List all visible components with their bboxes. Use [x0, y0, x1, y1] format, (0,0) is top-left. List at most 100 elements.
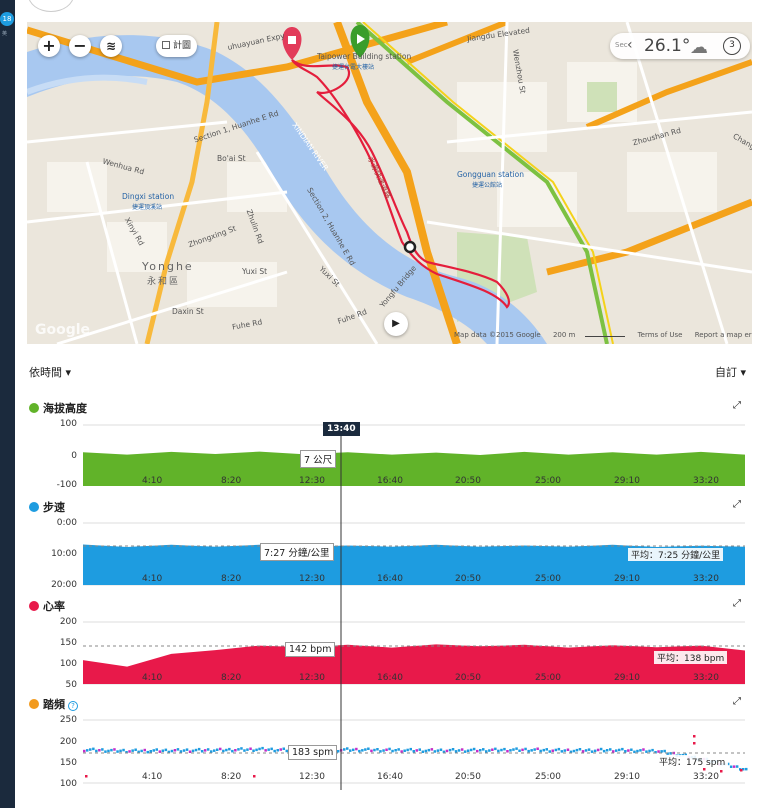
layers-icon[interactable]: ≋	[100, 35, 122, 57]
cadence-point	[152, 749, 155, 752]
cadence-point	[509, 749, 512, 752]
map-label-gongguan: Gongguan station	[457, 170, 524, 179]
cadence-point	[349, 749, 352, 752]
cadence-point	[240, 747, 243, 750]
help-icon[interactable]: ?	[68, 701, 78, 711]
cadence-point	[439, 748, 443, 751]
avatar[interactable]	[28, 0, 74, 12]
cadence-point	[101, 748, 104, 751]
cadence-point	[173, 749, 177, 752]
terrain-label: 計圖	[173, 41, 192, 51]
cadence-tooltip: 183 spm	[288, 745, 338, 760]
cadence-point	[89, 748, 92, 751]
cadence-point	[469, 748, 473, 752]
cadence-point	[352, 748, 355, 752]
weather-widget[interactable]: Sec ‹ 26.1° ☁ 3	[610, 33, 750, 59]
route-map[interactable]: Google uhuayuan Expy Taipower Building s…	[27, 22, 752, 344]
terms-link[interactable]: Terms of Use	[637, 331, 683, 339]
cadence-point	[518, 749, 521, 752]
map-label-yuxi: Yuxi St	[242, 267, 268, 276]
cadence-point	[273, 749, 276, 753]
zoom-in-button[interactable]: +	[38, 35, 60, 57]
map-label-taipower: Taipower Building station	[317, 52, 412, 61]
cadence-point	[276, 749, 279, 752]
cadence-point	[581, 750, 585, 753]
pace-dot-icon	[29, 502, 39, 512]
pace-tooltip: 7:27 分鐘/公里	[260, 543, 334, 561]
heart-ytick: 150	[59, 638, 77, 648]
x-tick-label: 33:20	[693, 772, 719, 782]
cadence-point	[361, 749, 364, 752]
cadence-point	[512, 748, 515, 751]
cadence-point	[149, 750, 152, 753]
terrain-toggle[interactable]: 計圖	[156, 35, 198, 57]
cadence-point	[605, 749, 609, 752]
cadence-point	[385, 748, 388, 751]
elev-ytick: 0	[71, 451, 77, 461]
expand-icon[interactable]: ⤢	[733, 598, 741, 609]
cadence-point	[563, 749, 567, 752]
cadence-title: 踏頻	[43, 698, 65, 711]
map-label-yonghe: Yonghe	[142, 260, 194, 273]
chevron-left-icon[interactable]: ‹	[627, 37, 633, 53]
cadence-point	[618, 748, 621, 752]
terrain-checkbox[interactable]	[162, 41, 170, 49]
cadence-point	[466, 749, 470, 752]
cadence-point	[388, 747, 391, 751]
cadence-point	[569, 750, 573, 754]
report-error-link[interactable]: Report a map error	[694, 331, 752, 339]
x-tick-label: 33:20	[693, 476, 719, 486]
map-label-gongguan-zh: 捷運公館站	[472, 182, 503, 189]
cadence-point	[203, 749, 207, 752]
cadence-point	[358, 749, 361, 753]
cadence-point	[584, 749, 588, 752]
cadence-point	[219, 747, 222, 751]
cadence-point	[735, 765, 739, 768]
x-tick-label: 8:20	[221, 673, 242, 683]
elevation-header: 海拔高度	[29, 400, 87, 416]
expand-icon[interactable]: ⤢	[733, 400, 741, 411]
cadence-point	[179, 750, 183, 753]
cadence-point	[427, 748, 431, 752]
cadence-point	[448, 748, 452, 752]
custom-dropdown[interactable]: 自訂 ▾	[715, 366, 747, 379]
cadence-point	[482, 748, 485, 751]
heart-title: 心率	[43, 600, 65, 613]
cadence-point	[261, 746, 264, 750]
expand-icon[interactable]: ⤢	[733, 499, 741, 510]
cadence-point	[182, 749, 186, 752]
time-dropdown[interactable]: 依時間 ▾	[29, 366, 72, 379]
cadence-point	[206, 748, 210, 751]
cadence-point	[703, 768, 706, 771]
cadence-point	[648, 749, 651, 753]
x-tick-label: 33:20	[693, 574, 719, 584]
cadence-point	[657, 750, 660, 753]
cadence-point	[213, 749, 216, 752]
cadence-point	[122, 748, 125, 752]
cadence-point	[442, 750, 446, 754]
cadence-point	[633, 750, 636, 754]
notification-badge[interactable]: 18	[0, 12, 14, 26]
cadence-point	[557, 747, 561, 751]
cadence-point	[231, 749, 234, 753]
cadence-point	[720, 770, 723, 773]
cadence-point	[533, 748, 536, 751]
map-data-credit: Map data ©2015 Google	[454, 331, 541, 339]
cadence-point	[107, 749, 110, 753]
cadence-point	[660, 750, 663, 753]
cadence-point	[554, 748, 558, 752]
cadence-point	[645, 750, 648, 753]
play-icon[interactable]: ▶	[384, 312, 408, 336]
cadence-point	[146, 750, 149, 754]
language-label[interactable]: 英	[2, 31, 8, 37]
cadence-point	[85, 775, 88, 778]
cadence-point	[524, 747, 527, 751]
cadence-point	[197, 747, 201, 751]
cadence-point	[95, 749, 98, 753]
expand-icon[interactable]: ⤢	[733, 696, 741, 707]
cadence-point	[506, 750, 509, 753]
zoom-out-button[interactable]: −	[69, 35, 91, 57]
map-scale: 200 m	[552, 331, 576, 339]
cadence-point	[621, 747, 624, 751]
heart-ytick: 50	[65, 680, 77, 690]
